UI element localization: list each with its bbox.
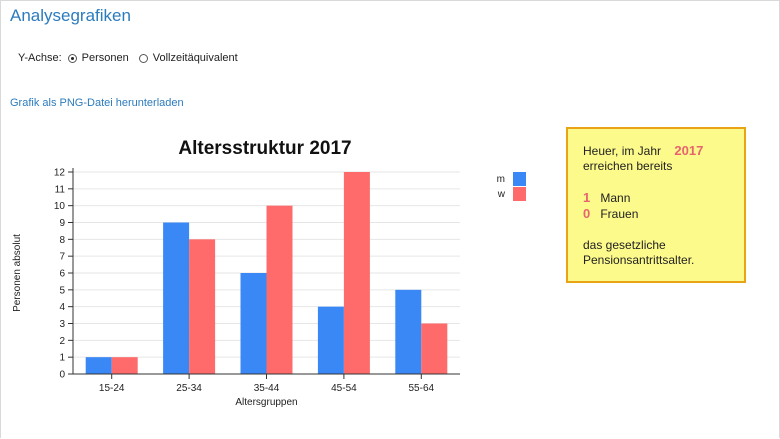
page-title: Analysegrafiken (10, 6, 131, 25)
y-axis-label: Personen absolut (12, 234, 23, 312)
y-tick-label: 11 (55, 184, 66, 195)
info-women-label: Frauen (600, 207, 639, 221)
y-tick-label: 7 (59, 252, 65, 263)
download-png-link[interactable]: Grafik als PNG-Datei herunterladen (10, 97, 184, 109)
y-tick-label: 6 (59, 269, 65, 280)
y-tick-label: 10 (54, 201, 66, 212)
yaxis-label: Y-Achse: (18, 52, 62, 64)
x-axis-label: Altersgruppen (235, 397, 297, 408)
x-tick-label: 25-34 (176, 383, 202, 394)
radio-unselected-icon[interactable] (138, 53, 148, 63)
radio-personen-label: Personen (81, 52, 129, 64)
y-tick-label: 5 (59, 285, 65, 296)
x-tick-label: 45-54 (331, 383, 357, 394)
legend-label: w (497, 189, 506, 200)
y-tick-label: 9 (59, 218, 65, 229)
info-men-label: Mann (600, 191, 631, 205)
legend-label: m (497, 174, 505, 185)
bar-w-35-44 (266, 205, 293, 374)
bar-m-45-54 (317, 306, 344, 374)
radio-selected-icon[interactable] (67, 53, 77, 63)
y-tick-label: 3 (59, 319, 65, 330)
legend-swatch-m (513, 172, 526, 186)
y-tick-label: 0 (59, 370, 65, 381)
bar-m-15-24 (85, 357, 112, 374)
age-structure-chart: Altersstruktur 2017012345678910111215-24… (12, 138, 526, 408)
info-line2: erreichen bereits (583, 159, 673, 173)
chart-title: Altersstruktur 2017 (178, 138, 351, 159)
bar-m-35-44 (240, 273, 267, 374)
bar-m-25-34 (163, 222, 190, 374)
info-line3: das gesetzliche (583, 238, 666, 252)
radio-vollzeitaequivalent[interactable]: Vollzeitäquivalent (138, 52, 238, 64)
y-tick-label: 12 (54, 168, 66, 179)
bar-w-25-34 (189, 239, 216, 374)
y-tick-label: 8 (59, 235, 65, 246)
x-tick-label: 55-64 (409, 383, 435, 394)
x-tick-label: 35-44 (254, 383, 280, 394)
info-line4: Pensionsantrittsalter. (583, 253, 695, 267)
y-tick-label: 1 (59, 353, 65, 364)
radio-personen[interactable]: Personen (67, 52, 129, 64)
bar-w-55-64 (421, 323, 448, 374)
retirement-info-box: Heuer, im Jahr 2017 erreichen bereits 1 … (566, 127, 746, 283)
x-tick-label: 15-24 (99, 383, 125, 394)
legend-swatch-w (513, 187, 526, 201)
info-men-count: 1 (583, 190, 591, 205)
info-year: 2017 (674, 143, 704, 158)
info-line1: Heuer, im Jahr (583, 144, 662, 158)
bar-m-55-64 (395, 289, 422, 374)
bar-w-45-54 (343, 172, 370, 374)
y-tick-label: 2 (59, 336, 65, 347)
bar-w-15-24 (111, 357, 138, 374)
yaxis-selector: Y-Achse: Personen Vollzeitäquivalent (18, 52, 248, 64)
radio-vollzeit-label: Vollzeitäquivalent (152, 52, 238, 64)
info-women-count: 0 (583, 206, 591, 221)
y-tick-label: 4 (59, 302, 65, 313)
